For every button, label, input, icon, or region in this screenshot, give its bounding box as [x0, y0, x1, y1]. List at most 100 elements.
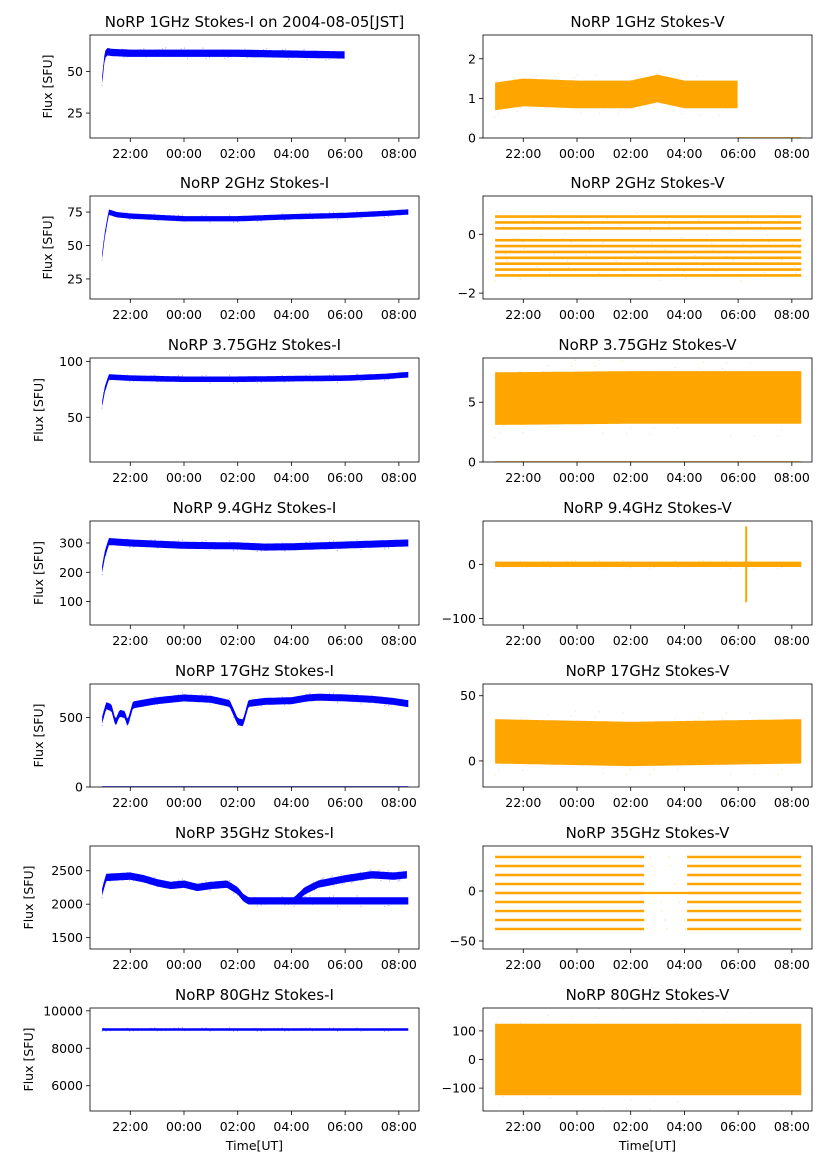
x-tick-label: 00:00 [559, 795, 595, 810]
data-point [643, 561, 645, 564]
data-point [666, 1034, 668, 1036]
data-point [271, 216, 273, 219]
data-point [749, 1012, 751, 1014]
y-tick-label: −100 [442, 1081, 476, 1096]
data-point [578, 251, 581, 253]
data-point [725, 560, 728, 562]
data-point [710, 88, 712, 90]
data-point [399, 879, 401, 881]
data-point [668, 856, 670, 858]
data-point [139, 1029, 141, 1031]
data-point [387, 870, 389, 872]
data-point [322, 899, 324, 901]
data-point [363, 546, 365, 548]
data-point [118, 49, 120, 51]
data-point [227, 56, 229, 59]
data-point [606, 919, 608, 921]
data-point [328, 896, 331, 898]
data-point [657, 245, 659, 248]
data-point [210, 54, 212, 56]
data-point [732, 259, 734, 261]
data-point [358, 872, 360, 875]
data-point [198, 216, 201, 218]
data-point [551, 214, 553, 216]
data-point [150, 375, 152, 377]
data-point [553, 856, 555, 858]
data-band [495, 719, 802, 767]
data-point [222, 49, 224, 51]
data-point [384, 1030, 386, 1033]
data-point [333, 55, 335, 57]
data-point [634, 874, 636, 876]
data-point [704, 221, 707, 224]
data-point [122, 212, 124, 214]
x-tick-label: 06:00 [720, 633, 756, 648]
data-point [315, 699, 317, 701]
data-point [226, 1028, 228, 1030]
data-point [194, 217, 197, 219]
data-point [694, 722, 696, 724]
data-point [674, 1018, 676, 1020]
data-point [683, 403, 685, 405]
data-point [738, 910, 741, 912]
x-tick-label: 22:00 [112, 957, 148, 972]
data-point [363, 215, 365, 218]
data-band [102, 372, 409, 407]
data-point [336, 54, 339, 56]
data-point [363, 378, 365, 381]
data-point [691, 88, 693, 90]
data-point [276, 52, 278, 54]
data-point [721, 560, 724, 563]
data-point [205, 880, 207, 882]
data-point [301, 542, 303, 544]
panel-3: 22:00 00:00 02:00 04:00 06:00 08:00255075NoRP… [40, 174, 420, 322]
data-point [105, 709, 107, 711]
data-point [254, 375, 256, 378]
data-point [768, 874, 770, 876]
data-point [632, 565, 634, 567]
data-point [156, 1030, 158, 1032]
data-point [577, 420, 579, 422]
data-point [222, 543, 224, 545]
data-point [725, 362, 728, 364]
data-point [566, 720, 569, 722]
data-point [281, 49, 283, 51]
data-point [205, 57, 207, 59]
data-point [687, 240, 689, 242]
data-point [674, 717, 676, 719]
x-tick-label: 00:00 [559, 633, 595, 648]
data-point [381, 897, 383, 899]
data-point [201, 214, 203, 217]
data-point [293, 55, 295, 57]
data-point [708, 865, 711, 867]
data-point [129, 720, 131, 722]
x-tick-label: 22:00 [505, 307, 541, 322]
data-point [295, 53, 297, 55]
data-point [243, 898, 245, 900]
data-point [181, 539, 183, 541]
data-point [222, 216, 224, 218]
data-point [749, 246, 751, 249]
data-point [777, 435, 779, 437]
data-point [359, 871, 362, 873]
data-point [536, 1055, 538, 1058]
data-point [405, 699, 407, 702]
data-point [781, 429, 783, 431]
data-point [530, 1088, 532, 1090]
data-point [632, 408, 634, 410]
data-point [581, 756, 583, 758]
data-point [394, 543, 396, 546]
data-point [721, 919, 724, 921]
data-point [233, 382, 235, 384]
data-point [188, 547, 190, 549]
data-point [181, 692, 183, 694]
data-point [725, 1011, 728, 1013]
y-tick-label: 100 [59, 594, 83, 609]
x-tick-label: 02:00 [220, 957, 256, 972]
data-point [718, 114, 720, 116]
data-point [101, 407, 103, 409]
data-point [301, 695, 303, 697]
data-point [598, 883, 600, 885]
data-point [506, 901, 508, 903]
